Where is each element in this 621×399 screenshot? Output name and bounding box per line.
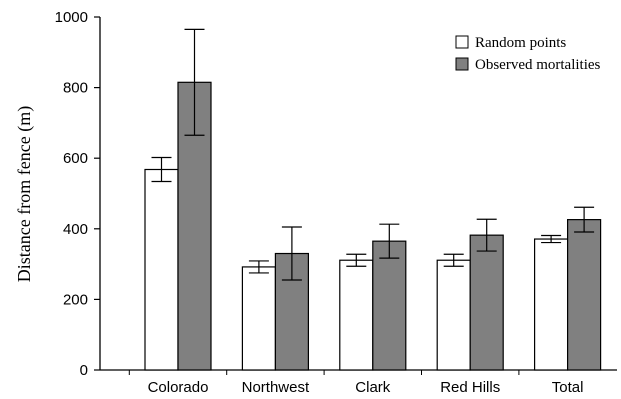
x-tick-label: Colorado bbox=[148, 379, 209, 396]
y-tick-label: 200 bbox=[63, 291, 88, 308]
bar bbox=[177, 81, 212, 371]
labels: Colorado Northwest Clark Red Hills Total bbox=[148, 379, 584, 396]
y-axis-title: Distance from fence (m) bbox=[14, 106, 35, 282]
x-tick-label: Red Hills bbox=[440, 379, 500, 396]
bar bbox=[469, 234, 504, 371]
legend-swatch bbox=[455, 57, 469, 71]
bar bbox=[144, 168, 179, 371]
legend-swatch bbox=[455, 35, 469, 49]
x-tick-label: Northwest bbox=[242, 379, 310, 396]
legend: Random points Observed mortalities bbox=[455, 35, 601, 73]
bar bbox=[339, 259, 374, 371]
bar bbox=[533, 238, 569, 371]
legend-label: Random points bbox=[475, 35, 566, 51]
bars bbox=[144, 28, 602, 371]
y-tick-label: 1000 bbox=[55, 9, 88, 26]
bar bbox=[436, 259, 471, 371]
bar bbox=[372, 240, 407, 371]
x-tick-label: Total bbox=[552, 379, 584, 396]
legend-label: Observed mortalities bbox=[475, 57, 601, 73]
y-tick-label: 0 bbox=[80, 362, 88, 379]
y-tick-label: 600 bbox=[63, 150, 88, 167]
y-tick-label: 800 bbox=[63, 80, 88, 97]
bar bbox=[241, 266, 276, 371]
bar bbox=[566, 219, 602, 371]
y-tick-label: 400 bbox=[63, 221, 88, 238]
x-tick-label: Clark bbox=[355, 379, 391, 396]
